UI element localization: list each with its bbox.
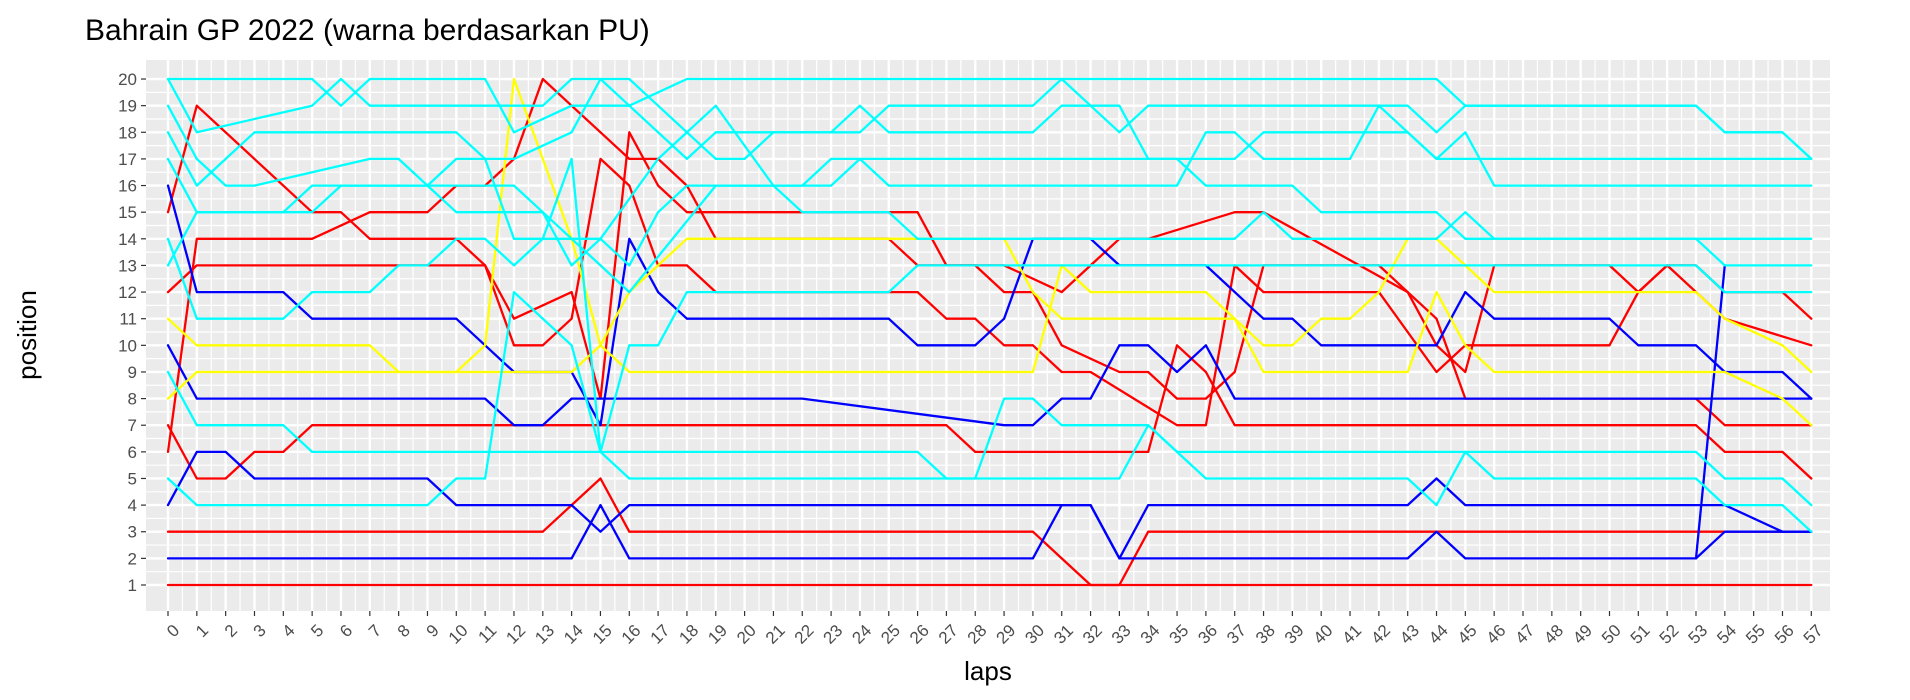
y-tick-label: 14 [118,230,137,249]
x-tick-label: 20 [733,621,760,648]
x-tick-label: 43 [1396,621,1423,648]
x-tick-label: 54 [1713,621,1740,648]
x-tick-label: 16 [618,621,645,648]
x-tick-label: 24 [848,621,875,648]
x-tick-label: 44 [1425,621,1452,648]
x-tick-label: 13 [531,621,558,648]
x-tick-label: 8 [394,621,414,641]
driver-line-yellow [166,237,1813,374]
x-tick-label: 31 [1050,621,1077,648]
driver-line-cyan [166,157,1813,454]
x-tick-label: 53 [1684,621,1711,648]
x-tick-label: 52 [1656,621,1683,648]
y-tick-label: 7 [128,416,137,435]
y-tick-label: 8 [128,390,137,409]
x-tick-label: 42 [1367,621,1394,648]
driver-line-blue [166,450,1813,560]
x-tick-label: 9 [423,621,443,641]
x-tick-label: 7 [365,621,385,641]
x-tick-label: 27 [935,621,962,648]
x-tick-label: 1 [192,621,212,641]
x-tick-label: 28 [964,621,991,648]
x-tick-label: 47 [1512,621,1539,648]
driver-line-red [166,344,1813,480]
x-tick-label: 29 [993,621,1020,648]
x-tick-label: 11 [475,621,501,647]
driver-line-cyan [166,290,1813,533]
x-tick-label: 22 [791,621,818,648]
x-tick-label: 3 [250,621,270,641]
x-tick-label: 45 [1454,621,1481,648]
x-tick-label: 14 [560,621,587,648]
y-tick-label: 19 [118,97,137,116]
x-tick-label: 21 [762,621,789,648]
driver-line-cyan [166,370,1813,507]
x-tick-label: 41 [1339,621,1366,648]
chart-title: Bahrain GP 2022 (warna berdasarkan PU) [85,14,650,47]
y-tick-label: 10 [118,336,137,355]
x-tick-label: 2 [221,621,241,641]
x-tick-label: 35 [1166,621,1193,648]
x-tick-label: 5 [307,621,327,641]
x-axis-title: laps [964,656,1012,686]
x-tick-label: 56 [1771,621,1798,648]
x-tick-label: 15 [589,621,616,648]
y-tick-label: 16 [118,177,137,196]
x-tick-label: 12 [502,621,529,648]
x-tick-label: 0 [163,621,183,641]
x-tick-label: 36 [1194,621,1221,648]
y-axis-title: position [12,290,42,380]
x-tick-label: 23 [820,621,847,648]
x-tick-label: 50 [1598,621,1625,648]
driver-line-cyan [166,157,1813,294]
x-tick-label: 19 [704,621,731,648]
y-tick-label: 13 [118,256,137,275]
x-tick-label: 51 [1627,621,1654,648]
y-tick-label: 11 [119,310,137,329]
x-tick-label: 55 [1742,621,1769,648]
y-tick-label: 9 [128,363,137,382]
driver-line-blue [166,344,1813,427]
driver-line-red [166,104,1813,427]
x-tick-label: 26 [906,621,933,648]
y-tick-label: 12 [118,283,137,302]
driver-line-cyan [166,77,1813,161]
x-tick-label: 57 [1800,621,1827,648]
x-tick-label: 33 [1108,621,1135,648]
x-tick-label: 25 [877,621,904,648]
series-lines [166,77,1813,587]
x-tick-label: 10 [445,621,472,648]
x-tick-label: 18 [675,621,702,648]
y-tick-label: 20 [118,70,137,89]
x-tick-label: 32 [1079,621,1106,648]
y-tick-label: 3 [128,523,137,542]
driver-line-cyan [166,77,1813,161]
x-tick-label: 37 [1223,621,1250,648]
y-tick-label: 18 [118,123,137,142]
x-tick-label: 6 [336,621,356,641]
x-tick-label: 30 [1021,621,1048,648]
y-tick-label: 4 [128,496,137,515]
x-tick-label: 34 [1137,621,1164,648]
y-tick-label: 1 [128,576,137,595]
y-tick-label: 17 [118,150,137,169]
x-tick-label: 46 [1483,621,1510,648]
driver-line-red [166,477,1813,587]
y-tick-label: 15 [118,203,137,222]
x-tick-label: 40 [1310,621,1337,648]
driver-line-cyan [166,77,1813,187]
x-tick-label: 48 [1540,621,1567,648]
x-tick-label: 49 [1569,621,1596,648]
x-tick-label: 4 [279,621,299,641]
y-tick-label: 5 [128,469,137,488]
driver-line-cyan [166,184,1813,267]
x-tick-label: 39 [1281,621,1308,648]
x-tick-label: 17 [647,621,674,648]
y-tick-label: 2 [128,549,137,568]
x-tick-label: 38 [1252,621,1279,648]
y-tick-label: 6 [128,443,137,462]
x-axis-ticks: 0 1 2 3 4 5 6 7 8 9 10 11 12 13 14 15 16 17 18 19 20 21 22 23 24… [163,611,1827,648]
